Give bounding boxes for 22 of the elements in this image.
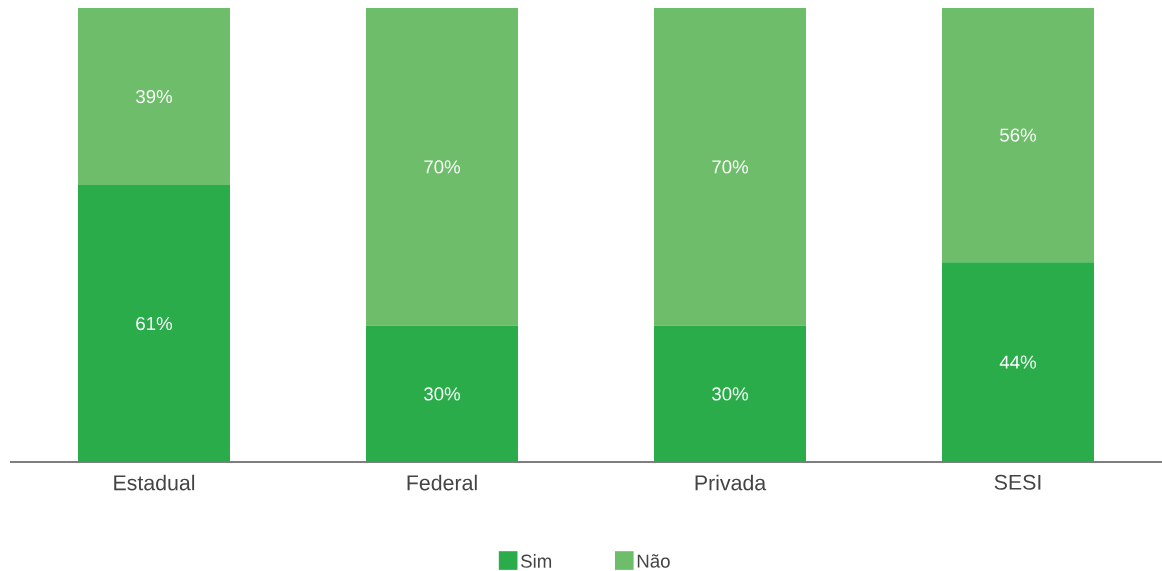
data-label: 44% — [999, 355, 1037, 369]
bar — [942, 7, 1095, 263]
bar — [366, 7, 519, 326]
data-label: 39% — [136, 89, 173, 104]
x-tick-label: Federal — [407, 474, 477, 491]
x-tick-label: SESI — [994, 474, 1041, 490]
data-label: 70% — [712, 160, 749, 174]
data-label: 56% — [1000, 128, 1037, 142]
x-tick-label: Privada — [695, 474, 767, 491]
data-label: 70% — [424, 160, 461, 174]
bar — [942, 262, 1095, 462]
bar — [654, 325, 807, 462]
bar — [78, 7, 230, 186]
legend-label: Não — [637, 554, 670, 568]
legend-label: Sim — [521, 554, 552, 568]
bar — [78, 185, 230, 462]
bar — [654, 7, 807, 326]
data-label: 30% — [712, 387, 749, 401]
bar — [366, 325, 519, 462]
data-label: 30% — [424, 387, 461, 401]
x-tick-label: Estadual — [114, 474, 195, 491]
data-label: 61% — [136, 316, 173, 331]
